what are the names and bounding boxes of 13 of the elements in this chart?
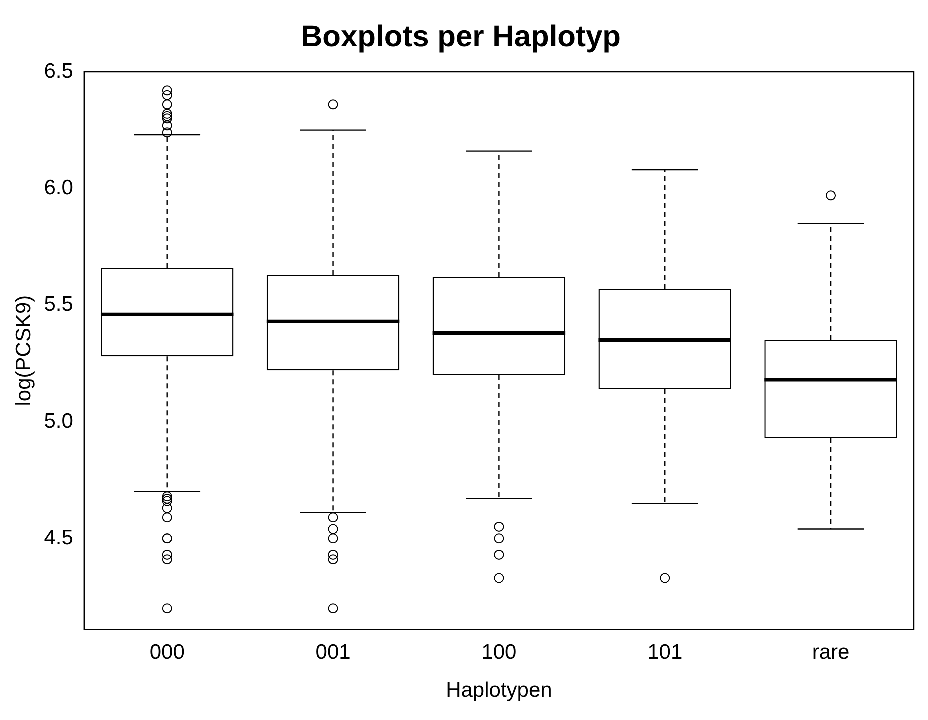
chart-title: Boxplots per Haplotyp xyxy=(300,20,622,54)
x-tick-label: 101 xyxy=(648,640,683,664)
x-axis-title: Haplotypen xyxy=(446,679,552,702)
x-tick-label: 001 xyxy=(316,640,351,664)
x-tick-label: 100 xyxy=(482,640,517,664)
x-tick-label: 000 xyxy=(150,640,185,664)
y-tick-label: 5.5 xyxy=(44,293,74,316)
x-tick-label: rare xyxy=(812,640,850,664)
y-tick-label: 5.0 xyxy=(44,410,74,433)
y-tick-label: 6.5 xyxy=(44,60,74,83)
y-tick-label: 4.5 xyxy=(44,526,74,550)
y-tick-label: 6.0 xyxy=(44,176,74,200)
y-axis-title: log(PCSK9) xyxy=(12,295,36,406)
